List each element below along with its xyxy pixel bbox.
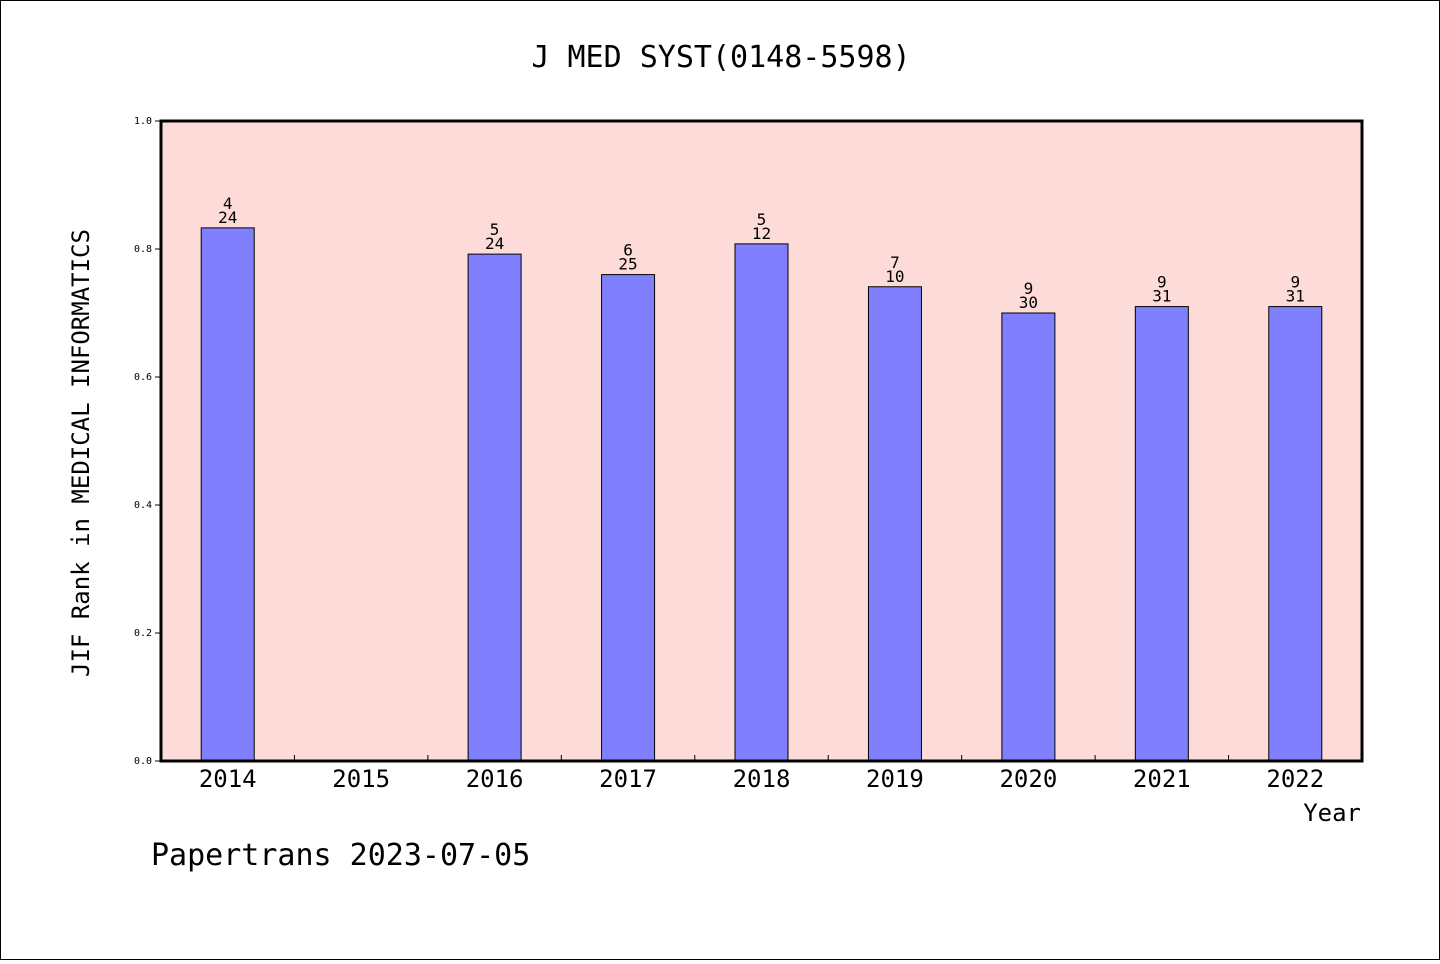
plot-frame	[159, 119, 1364, 763]
x-ticks-group: 2014 2015 2016 2017 2018 2019 2020 2021 2022	[199, 755, 1324, 793]
y-tick-label: 0.2	[134, 628, 152, 639]
data-label-total-2016: 24	[485, 234, 504, 253]
data-label-rank-2020: 9	[1024, 279, 1034, 298]
data-label-total-2019: 10	[885, 267, 904, 286]
bar-2019	[867, 286, 922, 762]
x-tick-label-2014: 2014	[199, 765, 257, 793]
x-axis-label: Year	[1303, 799, 1361, 827]
chart-title: J MED SYST(0148-5598)	[531, 40, 910, 75]
data-label-rank-2017: 6	[623, 241, 633, 260]
x-tick-label-2016: 2016	[466, 765, 524, 793]
data-label-total-2014: 24	[218, 208, 237, 227]
footer-text: Papertrans 2023-07-05	[151, 838, 530, 873]
x-tick-label-2019: 2019	[866, 765, 924, 793]
bar-2018	[734, 243, 789, 762]
y-tick-label: 0.6	[134, 372, 152, 383]
y-ticks-group: 0.0 0.2 0.4 0.6 0.8 1.0	[134, 116, 161, 767]
bar-2016	[467, 253, 522, 762]
data-label-total-2018: 12	[752, 224, 771, 243]
data-label-rank-2014: 4	[223, 194, 233, 213]
data-label-rank-2019: 7	[890, 253, 900, 272]
data-label-total-2021: 31	[1152, 287, 1171, 306]
bar-2022	[1268, 306, 1323, 762]
data-label-total-2017: 25	[618, 255, 637, 274]
y-tick-label: 0.0	[134, 756, 152, 767]
x-tick-label-2020: 2020	[999, 765, 1057, 793]
x-tick-label-2015: 2015	[332, 765, 390, 793]
bar-2017	[601, 274, 656, 762]
data-label-rank-2021: 9	[1157, 273, 1167, 292]
x-tick-label-2022: 2022	[1266, 765, 1324, 793]
bar-2020	[1001, 312, 1056, 762]
x-tick-label-2021: 2021	[1133, 765, 1191, 793]
data-label-rank-2018: 5	[757, 210, 767, 229]
data-label-rank-2022: 9	[1290, 273, 1300, 292]
y-axis-label: JIF Rank in MEDICAL INFORMATICS	[67, 229, 95, 677]
bar-2021	[1134, 306, 1189, 762]
x-tick-label-2018: 2018	[733, 765, 791, 793]
data-label-rank-2016: 5	[490, 220, 500, 239]
x-tick-label-2017: 2017	[599, 765, 657, 793]
bar-2014	[200, 227, 255, 762]
y-tick-label: 0.4	[134, 500, 152, 511]
y-tick-label: 1.0	[134, 116, 152, 127]
data-label-total-2020: 30	[1019, 293, 1038, 312]
y-tick-label: 0.8	[134, 244, 152, 255]
data-label-total-2022: 31	[1286, 287, 1305, 306]
